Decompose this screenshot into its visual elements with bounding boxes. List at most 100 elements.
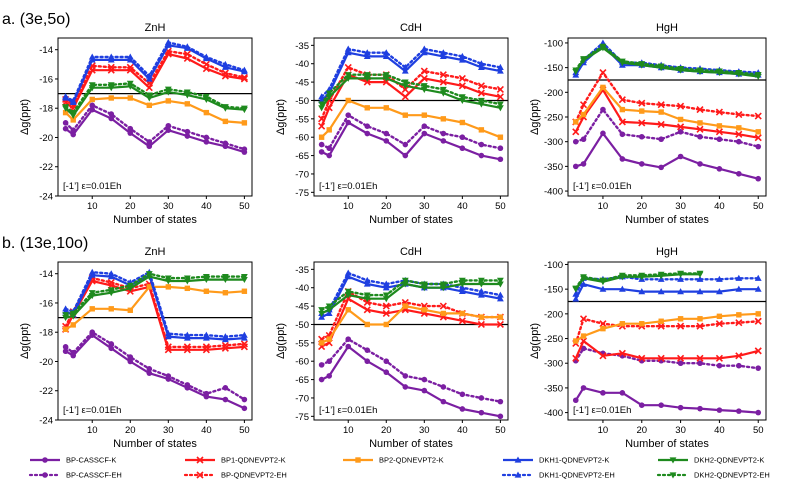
data-point (183, 275, 191, 282)
y-tick-label: -200 (544, 309, 563, 320)
legend-entry-bp-qdnevpt2-eh: BP-QDNEVPT2-EH (183, 471, 287, 480)
data-point (638, 288, 646, 295)
data-point (202, 60, 210, 68)
data-point (619, 390, 626, 396)
data-point (383, 130, 390, 137)
data-point (62, 348, 69, 355)
legend-marker (669, 472, 677, 479)
data-point (696, 67, 704, 74)
y-tick-label: -350 (544, 162, 563, 173)
plot-area (58, 268, 252, 412)
data-point (318, 310, 326, 317)
series-line (64, 331, 246, 401)
data-point (458, 281, 466, 288)
data-point (345, 307, 351, 313)
y-tick-label: -50 (295, 96, 309, 107)
data-point (677, 270, 684, 277)
data-point (619, 106, 626, 113)
x-tick-label: 30 (419, 425, 430, 436)
data-point (736, 408, 742, 414)
data-point (126, 282, 134, 289)
data-point (420, 45, 428, 52)
data-point (496, 105, 504, 112)
data-point (736, 312, 742, 318)
legend-entry-dkh2-qdnevpt2-eh: DKH2-QDNEVPT2-EH (656, 471, 770, 480)
data-point (697, 161, 703, 167)
data-point (639, 321, 645, 327)
y-tick-label: -24 (39, 192, 53, 203)
data-point (222, 396, 229, 403)
data-point (401, 277, 409, 284)
series-bp2-qdnevpt2-k (573, 84, 761, 135)
y-tick-label: -250 (544, 113, 563, 124)
data-point (363, 292, 371, 299)
data-point (677, 360, 684, 367)
data-point (599, 285, 607, 292)
epsilon-annotation: [-1’] ε=0.01Eh (63, 181, 121, 192)
series-bp-casscf-k (572, 385, 762, 416)
data-point (458, 317, 466, 325)
series-line (574, 272, 702, 290)
data-point (458, 277, 466, 284)
data-point (420, 86, 428, 93)
data-point (345, 97, 351, 104)
data-point (697, 405, 703, 412)
x-tick-label: 50 (495, 201, 506, 212)
data-point (184, 285, 191, 292)
data-point (88, 290, 96, 297)
data-point (241, 288, 248, 294)
data-point (318, 362, 325, 368)
data-point (127, 307, 133, 313)
data-point (240, 73, 248, 82)
y-tick-label: -150 (544, 285, 563, 296)
data-point (402, 303, 408, 309)
data-point (600, 390, 606, 396)
y-tick-label: -400 (544, 187, 563, 198)
x-tick-label: 10 (343, 425, 354, 436)
x-tick-label: 30 (419, 201, 430, 212)
data-point (382, 302, 390, 310)
data-point (600, 84, 606, 91)
data-point (145, 72, 153, 79)
data-point (716, 123, 723, 129)
data-point (735, 274, 743, 281)
data-point (363, 75, 371, 82)
data-point (401, 85, 409, 94)
data-point (618, 349, 626, 357)
data-point (326, 145, 333, 152)
data-point (107, 287, 115, 294)
x-tick-label: 10 (598, 201, 609, 212)
data-point (383, 105, 389, 111)
data-point (165, 127, 172, 133)
data-point (477, 101, 485, 108)
series-bp2-qdnevpt2-k (573, 311, 761, 344)
x-tick-label: 40 (457, 201, 468, 212)
data-point (477, 63, 485, 70)
legend-label: BP-CASSCF-EH (66, 471, 122, 480)
data-point (165, 98, 172, 104)
data-point (497, 134, 504, 140)
data-point (326, 127, 332, 133)
data-point (203, 134, 210, 141)
data-point (716, 275, 723, 282)
data-point (382, 280, 390, 287)
data-point (572, 128, 580, 136)
y-tick-label: -55 (295, 338, 309, 349)
data-point (439, 78, 447, 86)
legend-entry-dkh1-qdnevpt2-k: DKH1-QDNEVPT2-K (503, 456, 609, 465)
legend-marker (42, 457, 48, 463)
data-point (70, 131, 77, 138)
data-point (241, 120, 248, 126)
y-tick-label: -35 (295, 265, 309, 276)
x-tick-label: 30 (675, 201, 686, 212)
data-point (62, 344, 69, 350)
data-point (62, 120, 69, 126)
data-point (754, 347, 762, 355)
data-point (88, 53, 96, 60)
data-point (69, 110, 77, 117)
data-point (735, 69, 743, 77)
data-point (599, 43, 607, 50)
data-point (363, 280, 371, 287)
legend-entry-bp-casscf-eh: BP-CASSCF-EH (28, 471, 122, 480)
data-point (754, 71, 762, 79)
